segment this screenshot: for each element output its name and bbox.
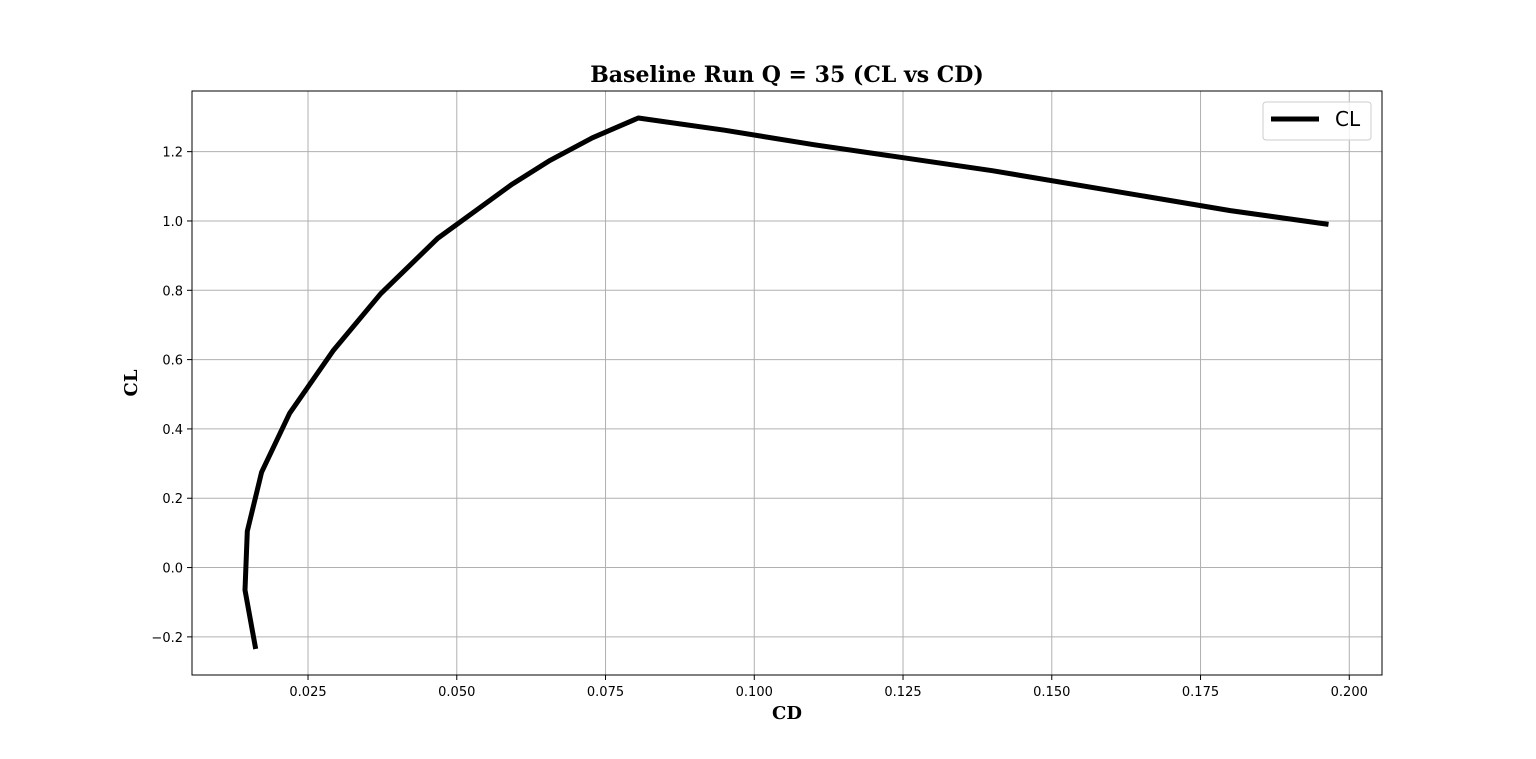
x-tick-label: 0.125 [884,685,921,700]
x-tick-label: 0.075 [587,685,624,700]
grid [192,91,1382,675]
legend: CL [1262,101,1372,141]
series-line-cl [242,115,1329,650]
plot-frame [191,90,1383,676]
legend-label-cl: CL [1335,107,1361,131]
x-tick-label: 0.200 [1331,685,1368,700]
chart-title: Baseline Run Q = 35 (CL vs CD) [590,62,984,88]
y-tick-label: 1.0 [162,215,183,230]
y-tick-label: 0.2 [162,492,183,507]
y-tick-label: 1.2 [162,146,183,161]
y-tick-label: −0.2 [151,631,183,646]
x-tick-label: 0.025 [289,685,326,700]
y-axis-ticks: −0.2 0.0 0.2 0.4 0.6 0.8 1.0 1.2 [151,146,192,646]
x-tick-label: 0.150 [1033,685,1070,700]
y-axis-label: CL [121,369,142,396]
y-tick-label: 0.8 [162,284,183,299]
x-axis-label: CD [772,703,802,724]
x-tick-label: 0.100 [736,685,773,700]
x-tick-label: 0.050 [438,685,475,700]
x-tick-label: 0.175 [1182,685,1219,700]
x-axis-ticks: 0.025 0.050 0.075 0.100 0.125 0.150 0.175 0.200 [289,675,1368,700]
y-tick-label: 0.0 [162,562,183,577]
y-tick-label: 0.4 [162,423,183,438]
y-tick-label: 0.6 [162,354,183,369]
series-layer [242,115,1329,650]
